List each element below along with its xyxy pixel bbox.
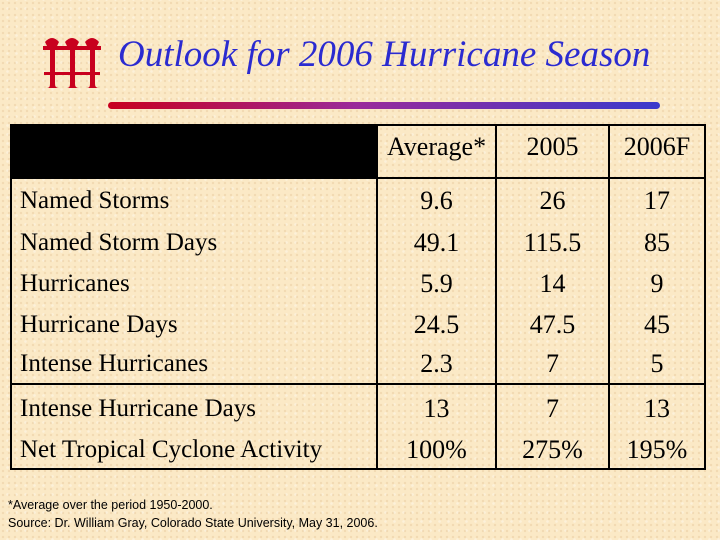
footnote-source: Source: Dr. William Gray, Colorado State… bbox=[8, 516, 378, 530]
row-label: Hurricane Days bbox=[20, 311, 178, 338]
page-title: Outlook for 2006 Hurricane Season bbox=[118, 34, 651, 75]
row-label: Intense Hurricanes bbox=[20, 350, 209, 377]
table-cell: 24.5 bbox=[413, 310, 460, 339]
table-cell: 195% bbox=[626, 435, 688, 464]
column-divider bbox=[495, 126, 497, 468]
table-cell: 85 bbox=[644, 228, 670, 257]
table-cell: 115.5 bbox=[523, 228, 582, 257]
row-label: Net Tropical Cyclone Activity bbox=[20, 436, 323, 463]
title-underline bbox=[108, 102, 660, 109]
table-cell: 9.6 bbox=[420, 186, 453, 215]
table-cell: 2.3 bbox=[420, 349, 453, 378]
column-header-average: Average* bbox=[386, 132, 487, 161]
column-divider bbox=[608, 126, 610, 468]
table-cell: 13 bbox=[644, 394, 670, 423]
table-cell: 26 bbox=[539, 186, 566, 215]
row-label: Hurricanes bbox=[20, 270, 130, 297]
row-label: Intense Hurricane Days bbox=[20, 395, 257, 422]
table-cell: 17 bbox=[644, 186, 670, 215]
table-cell: 49.1 bbox=[413, 228, 460, 257]
table-cell: 7 bbox=[546, 349, 559, 378]
footnote-average: *Average over the period 1950-2000. bbox=[8, 498, 213, 512]
table-cell: 5 bbox=[650, 349, 664, 378]
table-cell: 14 bbox=[539, 269, 566, 298]
table-cell: 13 bbox=[423, 394, 450, 423]
column-header-2005: 2005 bbox=[526, 132, 579, 161]
column-header-2006f: 2006F bbox=[623, 132, 691, 161]
column-divider bbox=[376, 126, 378, 468]
table-cell: 45 bbox=[644, 310, 670, 339]
triple-t-logo-icon bbox=[43, 38, 101, 88]
table-cell: 100% bbox=[406, 435, 467, 464]
hurricane-outlook-table: Average* 2005 2006F Named Storms 9.6 26 … bbox=[10, 124, 706, 470]
row-label: Named Storms bbox=[20, 187, 170, 214]
table-cell: 9 bbox=[650, 269, 664, 298]
table-cell: 7 bbox=[546, 394, 559, 423]
row-label: Named Storm Days bbox=[20, 229, 218, 256]
row-divider bbox=[12, 383, 704, 385]
table-cell: 275% bbox=[522, 435, 583, 464]
header-divider bbox=[12, 177, 704, 179]
table-cell: 47.5 bbox=[529, 310, 576, 339]
table-cell: 5.9 bbox=[420, 269, 453, 298]
header-corner bbox=[12, 126, 376, 177]
